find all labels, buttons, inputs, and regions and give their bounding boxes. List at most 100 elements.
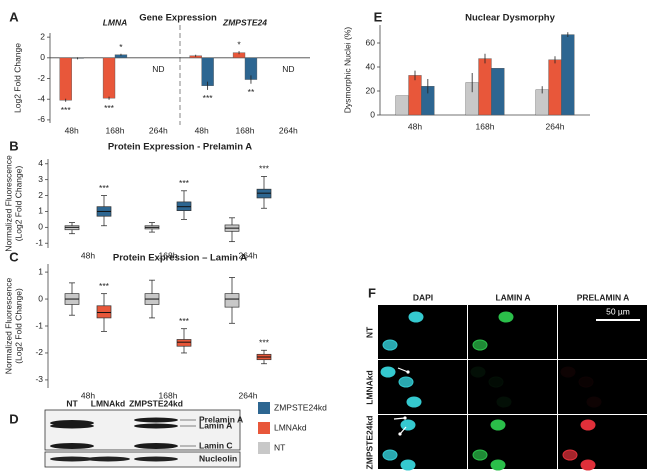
blot-band [86,456,130,462]
significance-label: ** [248,87,255,97]
arrow-head [403,416,407,420]
bar [201,57,214,86]
band-label: Lamin C [199,440,233,450]
legend-swatch [258,422,270,434]
x-tick-label: 264h [239,250,258,260]
significance-label: *** [104,103,115,113]
panel-letter: F [368,285,376,300]
significance-label: *** [179,316,190,326]
blot-band [134,456,178,462]
bar [561,34,575,116]
y-tick-label: 0 [38,222,43,232]
significance-label: * [119,42,123,52]
micrograph [378,305,467,359]
significance-label: *** [99,183,110,193]
bar [59,57,72,101]
row-label: LMNAkd [364,370,374,404]
bar [478,58,492,116]
y-tick-label: 0 [40,52,45,62]
x-tick-label: 264h [149,125,168,135]
y-tick-label: 40 [366,61,376,71]
legend-label: ZMPSTE24kd [274,402,327,412]
group-label: LMNA [103,17,128,27]
nucleus [580,419,596,431]
nucleus [398,376,414,388]
y-tick-label: -2 [35,347,43,357]
y-tick-label: -1 [35,320,43,330]
y-tick-label: 2 [38,190,43,200]
y-tick-label: 2 [40,31,45,41]
nucleus [578,376,594,388]
nucleus [382,449,398,461]
y-tick-label: 20 [366,85,376,95]
x-tick-label: 48h [195,125,209,135]
row-label: ZMPSTE24kd [364,416,374,470]
y-axis-label: Normalized Fluorescence [3,155,13,252]
micrograph [558,360,647,414]
row-label: NT [364,326,374,338]
significance-label: *** [203,93,214,103]
box [96,305,112,319]
significance-label: *** [61,105,72,115]
micrograph [558,305,647,359]
significance-label: *** [259,164,270,174]
nucleus [562,449,578,461]
y-tick-label: -4 [37,93,45,103]
panel-letter: B [9,138,18,153]
nucleus [406,396,422,408]
blot-band [50,456,94,462]
blot-band [134,443,178,449]
bar [102,57,116,99]
band-label: Lamin A [199,420,232,430]
significance-label: *** [259,338,270,348]
chart-title: Gene Expression [139,13,217,24]
panel-letter: E [374,9,383,24]
micrograph [468,360,557,414]
bar [395,95,409,116]
lane-label: LMNAkd [91,398,125,408]
legend-label: NT [274,442,285,452]
nucleus [490,459,506,471]
significance-label: *** [99,281,110,291]
micrograph [468,305,557,359]
box [224,293,240,308]
x-tick-label: 48h [81,250,95,260]
column-label: DAPI [413,292,433,302]
nucleus [580,459,596,471]
x-tick-label: 264h [279,125,298,135]
nucleus [488,376,504,388]
y-axis-label: Log2 Fold Change [12,43,22,113]
box [176,339,192,347]
band-label: Prelamin A [199,414,243,424]
chart-title: Nuclear Dysmorphy [465,13,555,24]
y-tick-label: 3 [38,174,43,184]
y-tick-label: -1 [35,237,43,247]
nucleus [470,366,486,378]
nucleus [472,339,488,351]
y-tick-label: -6 [37,114,45,124]
x-tick-label: 168h [106,125,125,135]
y-tick-label: 60 [366,37,376,47]
y-axis-label: (Log2 Fold Change) [13,288,23,364]
y-axis-label: (Log2 Fold Change) [13,166,23,242]
panel-letter: C [9,249,19,264]
significance-label: *** [179,178,190,188]
arrow-head [406,370,410,374]
missing-label: ND [152,64,164,74]
y-axis-label: Dysmorphic Nuclei (%) [342,27,352,114]
blot-band [50,443,94,449]
group-label: ZMPSTE24 [222,17,267,27]
lane-label: NT [66,398,78,408]
y-tick-label: 0 [38,293,43,303]
nucleus [496,396,512,408]
bar [548,59,562,116]
column-label: LAMIN A [495,292,530,302]
scale-bar-label: 50 µm [606,306,630,316]
micrograph [468,415,557,469]
y-tick-label: 4 [38,158,43,168]
arrow [393,417,406,420]
y-tick-label: -2 [37,73,45,83]
y-tick-label: -3 [35,374,43,384]
lane-label: ZMPSTE24kd [129,398,183,408]
